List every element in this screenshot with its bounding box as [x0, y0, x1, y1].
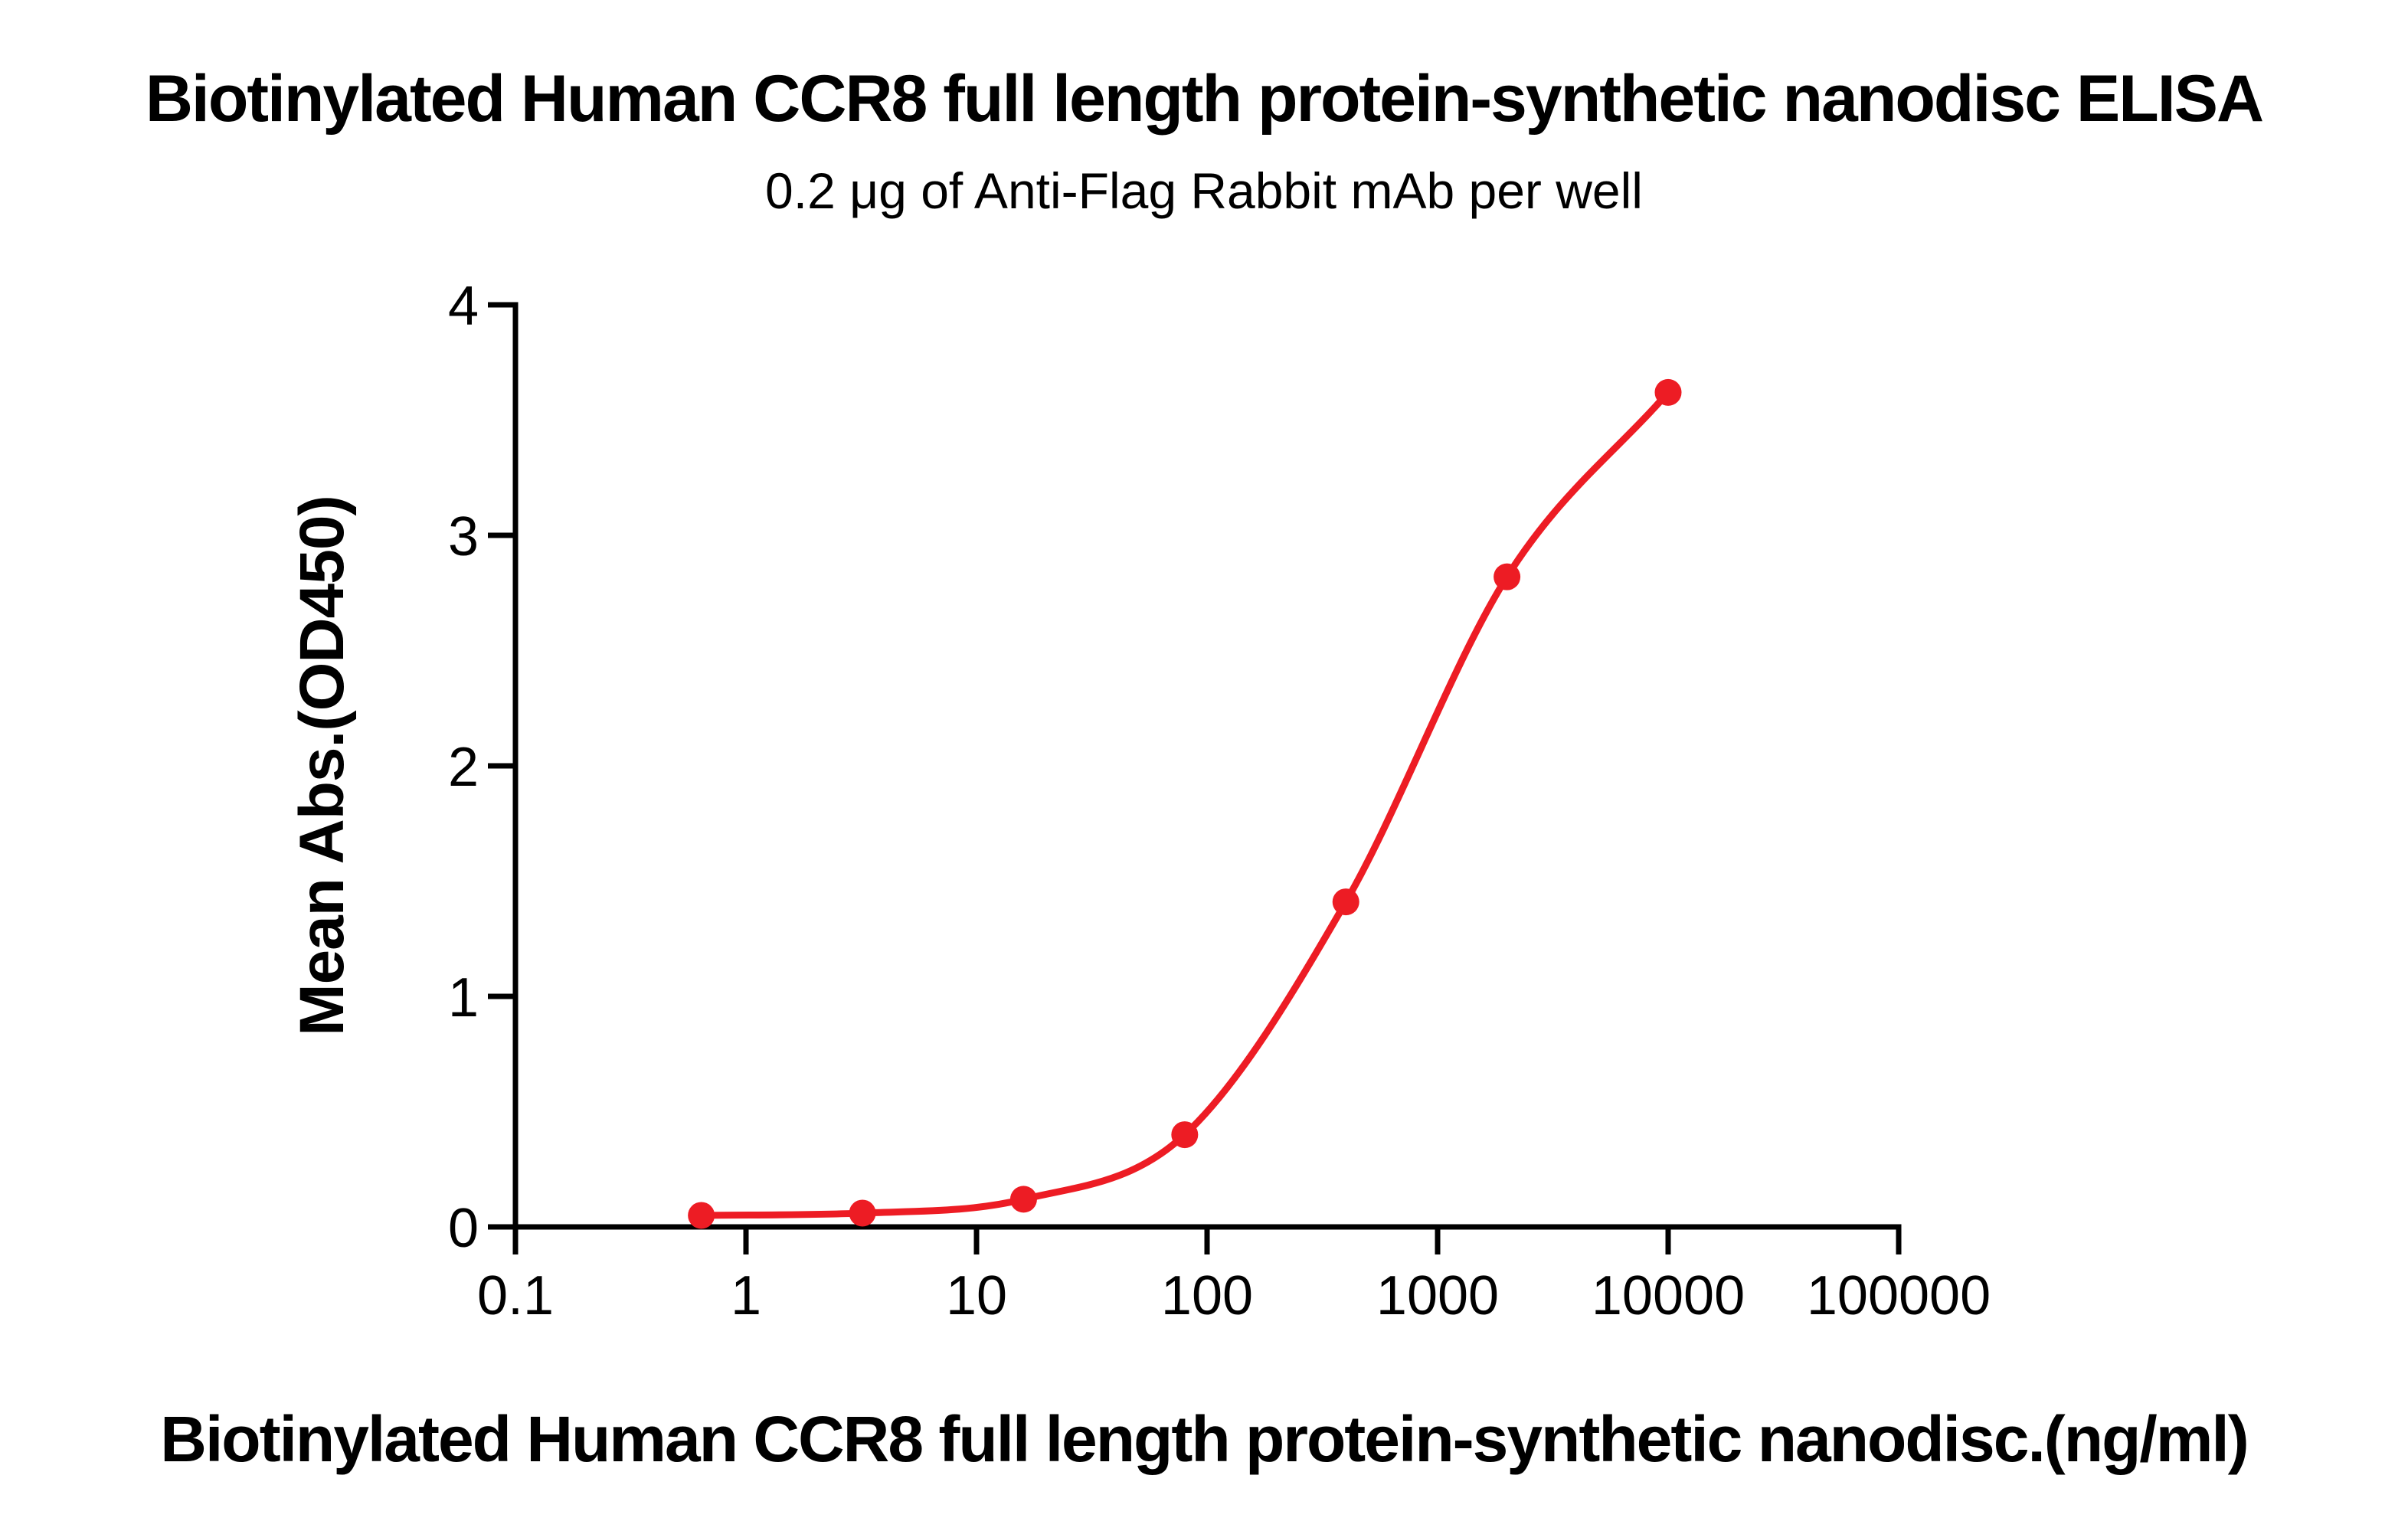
- x-tick-label: 0.1: [477, 1265, 554, 1326]
- x-tick-label: 10000: [1592, 1265, 1745, 1326]
- y-tick-label: 0: [448, 1198, 479, 1259]
- y-tick-label: 4: [448, 276, 479, 337]
- y-tick-label: 2: [448, 737, 479, 798]
- x-tick-label: 10: [946, 1265, 1007, 1326]
- x-axis-ticks: 0.1 1 10 100 1000 10000 100000: [477, 1227, 1991, 1326]
- y-tick-label: 3: [448, 506, 479, 568]
- chart-title: Biotinylated Human CCR8 full length prot…: [146, 62, 2262, 136]
- data-point-marker: [688, 1202, 715, 1229]
- data-point-marker: [1494, 563, 1521, 590]
- x-tick-label: 1: [731, 1265, 761, 1326]
- x-tick-label: 1000: [1376, 1265, 1499, 1326]
- data-point-marker: [1332, 888, 1359, 916]
- x-tick-label: 100000: [1807, 1265, 1991, 1326]
- x-tick-label: 100: [1161, 1265, 1253, 1326]
- data-point-marker: [1654, 378, 1682, 406]
- data-point-marker: [849, 1199, 876, 1227]
- data-point-marker: [1171, 1121, 1199, 1149]
- y-axis-ticks: 0 1 2 3 4: [448, 276, 515, 1259]
- x-axis-label: Biotinylated Human CCR8 full length prot…: [160, 1403, 2247, 1475]
- fit-curve: [698, 388, 1672, 1219]
- chart-subtitle: 0.2 μg of Anti-Flag Rabbit mAb per well: [765, 162, 1643, 219]
- axes: [512, 302, 1902, 1230]
- data-points: [688, 378, 1682, 1229]
- y-axis-label: Mean Abs.(OD450): [287, 496, 357, 1035]
- y-tick-label: 1: [448, 967, 479, 1029]
- data-point-marker: [1009, 1186, 1037, 1213]
- fit-curve-path: [698, 388, 1672, 1219]
